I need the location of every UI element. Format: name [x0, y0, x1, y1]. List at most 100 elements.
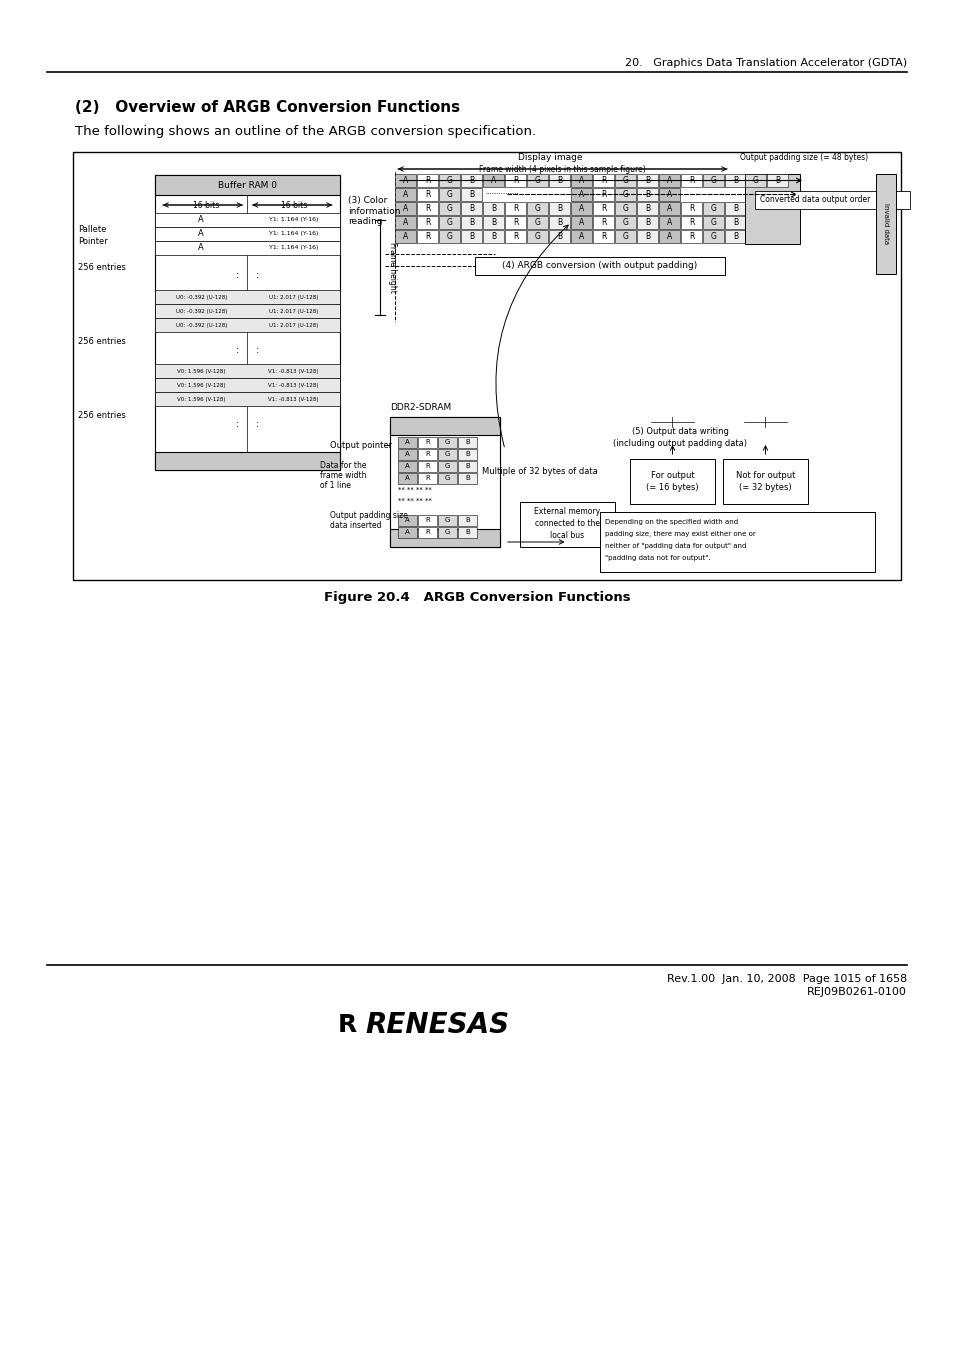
Text: R: R	[337, 1012, 356, 1037]
Text: A: A	[578, 176, 583, 185]
Bar	[548, 230, 569, 243]
Text: B: B	[465, 475, 470, 482]
Bar	[457, 526, 476, 539]
Text: U0: -0.392 (U-128): U0: -0.392 (U-128)	[175, 309, 227, 313]
Bar	[416, 188, 437, 201]
Text: A: A	[402, 190, 408, 198]
Bar	[438, 202, 459, 215]
Text: B: B	[465, 440, 470, 446]
Bar	[754, 190, 909, 209]
Text: 16 bits: 16 bits	[193, 201, 219, 209]
Text: B: B	[557, 232, 561, 242]
Text: G: G	[622, 190, 628, 198]
Text: Output padding size (= 48 bytes): Output padding size (= 48 bytes)	[740, 153, 867, 162]
Text: Buffer RAM 0: Buffer RAM 0	[218, 181, 276, 189]
Bar	[637, 202, 658, 215]
Bar	[724, 174, 745, 188]
Bar	[482, 202, 503, 215]
Bar	[680, 230, 701, 243]
Bar	[629, 459, 714, 504]
Text: U1: 2.017 (U-128): U1: 2.017 (U-128)	[269, 323, 318, 328]
Text: B: B	[644, 176, 649, 185]
Text: of 1 line: of 1 line	[319, 481, 351, 490]
Bar	[154, 290, 339, 304]
Text: A: A	[666, 217, 672, 227]
Bar	[593, 216, 614, 230]
Bar	[680, 202, 701, 215]
Bar	[702, 174, 723, 188]
Text: R: R	[424, 176, 430, 185]
Text: B: B	[491, 217, 496, 227]
Text: G: G	[710, 217, 716, 227]
Bar	[724, 230, 745, 243]
Text: G: G	[710, 232, 716, 242]
Bar	[395, 230, 416, 243]
Bar	[593, 174, 614, 188]
Text: A: A	[666, 176, 672, 185]
Text: B: B	[465, 529, 470, 536]
Text: R: R	[425, 529, 430, 536]
Text: R: R	[688, 204, 694, 213]
Bar	[571, 202, 592, 215]
Text: (4) ARGB conversion (with output padding): (4) ARGB conversion (with output padding…	[502, 262, 697, 270]
Text: G: G	[752, 176, 758, 185]
Text: Y1: 1.164 (Y-16): Y1: 1.164 (Y-16)	[269, 217, 318, 223]
Bar	[680, 174, 701, 188]
Bar	[154, 452, 339, 470]
Bar	[593, 230, 614, 243]
Bar	[154, 378, 339, 392]
Text: B: B	[469, 176, 474, 185]
Text: G: G	[444, 517, 450, 524]
Text: R: R	[424, 232, 430, 242]
Bar	[482, 174, 503, 188]
Text: A: A	[405, 463, 410, 470]
Text: Y1: 1.164 (Y-16): Y1: 1.164 (Y-16)	[269, 246, 318, 251]
Bar	[397, 437, 416, 448]
Text: 20.   Graphics Data Translation Accelerator (GDTA): 20. Graphics Data Translation Accelerato…	[624, 58, 906, 68]
Bar	[615, 230, 636, 243]
Text: A: A	[578, 232, 583, 242]
Text: B: B	[774, 176, 780, 185]
Bar	[417, 450, 436, 460]
Text: (2)   Overview of ARGB Conversion Functions: (2) Overview of ARGB Conversion Function…	[75, 100, 459, 115]
Bar	[460, 230, 481, 243]
Bar	[457, 450, 476, 460]
Text: G: G	[444, 463, 450, 470]
Bar	[615, 188, 636, 201]
Bar	[460, 202, 481, 215]
Bar	[417, 437, 436, 448]
Text: (3) Color: (3) Color	[348, 196, 387, 204]
Bar	[437, 437, 456, 448]
Bar	[615, 216, 636, 230]
Bar	[526, 230, 547, 243]
Text: A: A	[578, 204, 583, 213]
Text: R: R	[425, 475, 430, 482]
Text: B: B	[732, 232, 738, 242]
Text: A: A	[402, 204, 408, 213]
Text: B: B	[491, 204, 496, 213]
Text: B: B	[644, 217, 649, 227]
Bar	[397, 514, 416, 526]
Text: local bus: local bus	[550, 532, 584, 540]
Text: 256 entries: 256 entries	[78, 262, 126, 271]
Text: A: A	[578, 190, 583, 198]
Text: R: R	[424, 217, 430, 227]
Bar	[571, 230, 592, 243]
Bar	[457, 472, 476, 485]
Text: frame width: frame width	[319, 471, 366, 479]
Text: A: A	[402, 176, 408, 185]
Bar	[416, 174, 437, 188]
Bar	[744, 174, 800, 244]
Text: reading: reading	[348, 217, 382, 227]
Bar	[154, 242, 339, 255]
Bar	[659, 188, 679, 201]
Bar	[438, 216, 459, 230]
Text: Figure 20.4   ARGB Conversion Functions: Figure 20.4 ARGB Conversion Functions	[323, 591, 630, 605]
Text: B: B	[644, 190, 649, 198]
Text: Y1: 1.164 (Y-16): Y1: 1.164 (Y-16)	[269, 231, 318, 236]
Text: ···············: ···············	[484, 192, 518, 197]
Bar	[702, 202, 723, 215]
Text: G: G	[622, 176, 628, 185]
Text: B: B	[465, 517, 470, 524]
Bar	[615, 202, 636, 215]
